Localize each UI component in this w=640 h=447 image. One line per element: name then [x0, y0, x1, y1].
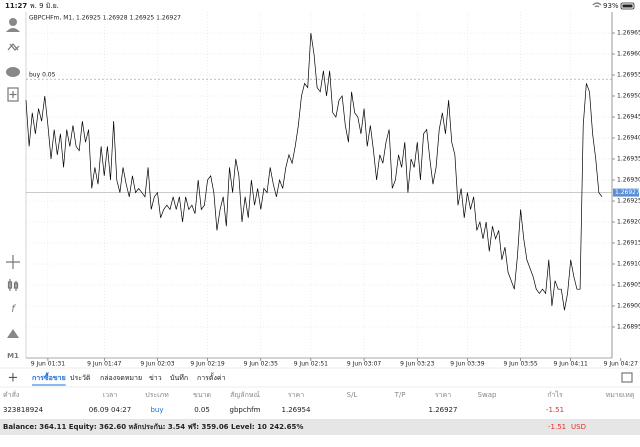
chat-icon[interactable]	[6, 67, 20, 77]
x-tick-label: 9 Jun 02:35	[244, 361, 278, 368]
y-tick-label: 1.26915	[617, 240, 640, 247]
y-tick-label: 1.26960	[617, 51, 640, 58]
column-header: ราคา	[435, 391, 451, 399]
column-header: เวลา	[103, 391, 118, 399]
y-tick-label: 1.26965	[617, 30, 640, 37]
x-tick-label: 9 Jun 02:51	[294, 361, 328, 368]
y-tick-label: 1.26955	[617, 72, 640, 79]
y-tick-label: 1.26900	[617, 303, 640, 310]
tab[interactable]: ประวัติ	[70, 374, 91, 382]
battery-fill	[622, 4, 633, 8]
y-tick-label: 1.26905	[617, 282, 640, 289]
column-header: T/P	[394, 391, 406, 399]
status-time: 11:27	[5, 2, 27, 10]
chart-title: GBPCHFm, M1, 1.26925 1.26928 1.26925 1.2…	[29, 15, 181, 22]
order-label: buy 0.05	[29, 72, 56, 79]
price-line-series	[25, 32, 603, 311]
y-tick-label: 1.26895	[617, 324, 640, 331]
column-header: ราคา	[288, 391, 304, 399]
battery-icon	[620, 2, 635, 10]
wifi-icon	[592, 2, 602, 8]
status-date: พ. 9 มิ.ย.	[30, 2, 59, 10]
indicator-icon[interactable]: f	[11, 304, 16, 315]
price-label-box	[613, 188, 639, 197]
orders-table: คำสั่ง เวลา ประเภท ขนาด สัญลักษณ์ ราคา S/L T/P ร…	[3, 390, 635, 414]
tab[interactable]: ข่าว	[149, 374, 162, 382]
x-tick-label: 9 Jun 03:23	[400, 361, 434, 368]
y-tick-label: 1.26910	[617, 261, 640, 268]
y-tick-label: 1.26950	[617, 93, 640, 100]
x-tick-label: 9 Jun 04:11	[554, 361, 588, 368]
tab[interactable]: บันทึก	[170, 373, 188, 382]
x-tick-label: 9 Jun 01:47	[87, 361, 121, 368]
price-label: 1.26927	[615, 189, 640, 196]
chart: 1.26895 1.26900 1.26905 1.26910 1.26915 1.269…	[25, 12, 640, 368]
column-header: สัญลักษณ์	[230, 391, 260, 399]
layout-icon[interactable]	[621, 372, 633, 383]
table-cell: 1.26927	[429, 406, 458, 414]
column-header: S/L	[347, 391, 358, 399]
tab[interactable]: การซื้อขาย	[32, 371, 66, 382]
column-header: หมายเหตุ	[606, 391, 635, 399]
table-cell: 06.09 04:27	[89, 406, 131, 414]
account-icon[interactable]	[9, 18, 17, 26]
table-cell[interactable]: 323818924	[3, 406, 44, 414]
table-cell: gbpchfm	[230, 406, 261, 414]
add-button[interactable]: +	[8, 371, 19, 386]
currency: USD	[571, 423, 586, 431]
x-tick-label: 9 Jun 03:39	[450, 361, 484, 368]
x-tick-label: 9 Jun 03:07	[347, 361, 381, 368]
y-tick-label: 1.26935	[617, 156, 640, 163]
y-tick-label: 1.26920	[617, 219, 640, 226]
y-tick-label: 1.26945	[617, 114, 640, 121]
tab[interactable]: กล่องจดหมาย	[100, 374, 142, 382]
y-tick-label: 1.26930	[617, 177, 640, 184]
document-icon[interactable]	[7, 87, 19, 102]
tab-bar: การซื้อขาย ประวัติ กล่องจดหมาย ข่าว บันทึก กา…	[32, 371, 226, 386]
y-tick-label: 1.26925	[617, 198, 640, 205]
timeframe[interactable]: M1	[7, 352, 19, 360]
document-plus	[9, 91, 17, 98]
account-icon-body	[6, 28, 20, 32]
x-tick-label: 9 Jun 04:27	[604, 361, 638, 368]
footer-bar	[0, 419, 640, 435]
crosshair-icon[interactable]	[6, 255, 20, 269]
x-tick-label: 9 Jun 03:55	[503, 361, 537, 368]
sidebar: f M1	[6, 18, 20, 360]
x-tick-label: 9 Jun 02:03	[140, 361, 174, 368]
total-profit: -1.51	[548, 423, 566, 431]
table-cell: buy	[150, 406, 163, 414]
battery-level: 93%	[603, 2, 619, 10]
trade-icon[interactable]	[7, 43, 20, 51]
y-tick-label: 1.26940	[617, 135, 640, 142]
column-header: Swap	[478, 391, 497, 399]
account-summary: Balance: 364.11 Equity: 362.60 หลักประกั…	[3, 423, 303, 431]
column-header: คำสั่ง	[3, 390, 19, 399]
objects-icon[interactable]	[7, 329, 19, 338]
column-header: กำไร	[547, 390, 563, 399]
x-tick-label: 9 Jun 02:19	[190, 361, 224, 368]
tab[interactable]: การตั้งค่า	[197, 371, 226, 382]
table-cell: 0.05	[194, 406, 210, 414]
table-cell: 1.26954	[282, 406, 311, 414]
column-header: ประเภท	[145, 391, 169, 399]
column-header: ขนาด	[193, 391, 211, 399]
x-tick-label: 9 Jun 01:31	[31, 361, 65, 368]
chart-type-icon[interactable]	[7, 279, 19, 291]
table-cell: -1.51	[546, 406, 564, 414]
